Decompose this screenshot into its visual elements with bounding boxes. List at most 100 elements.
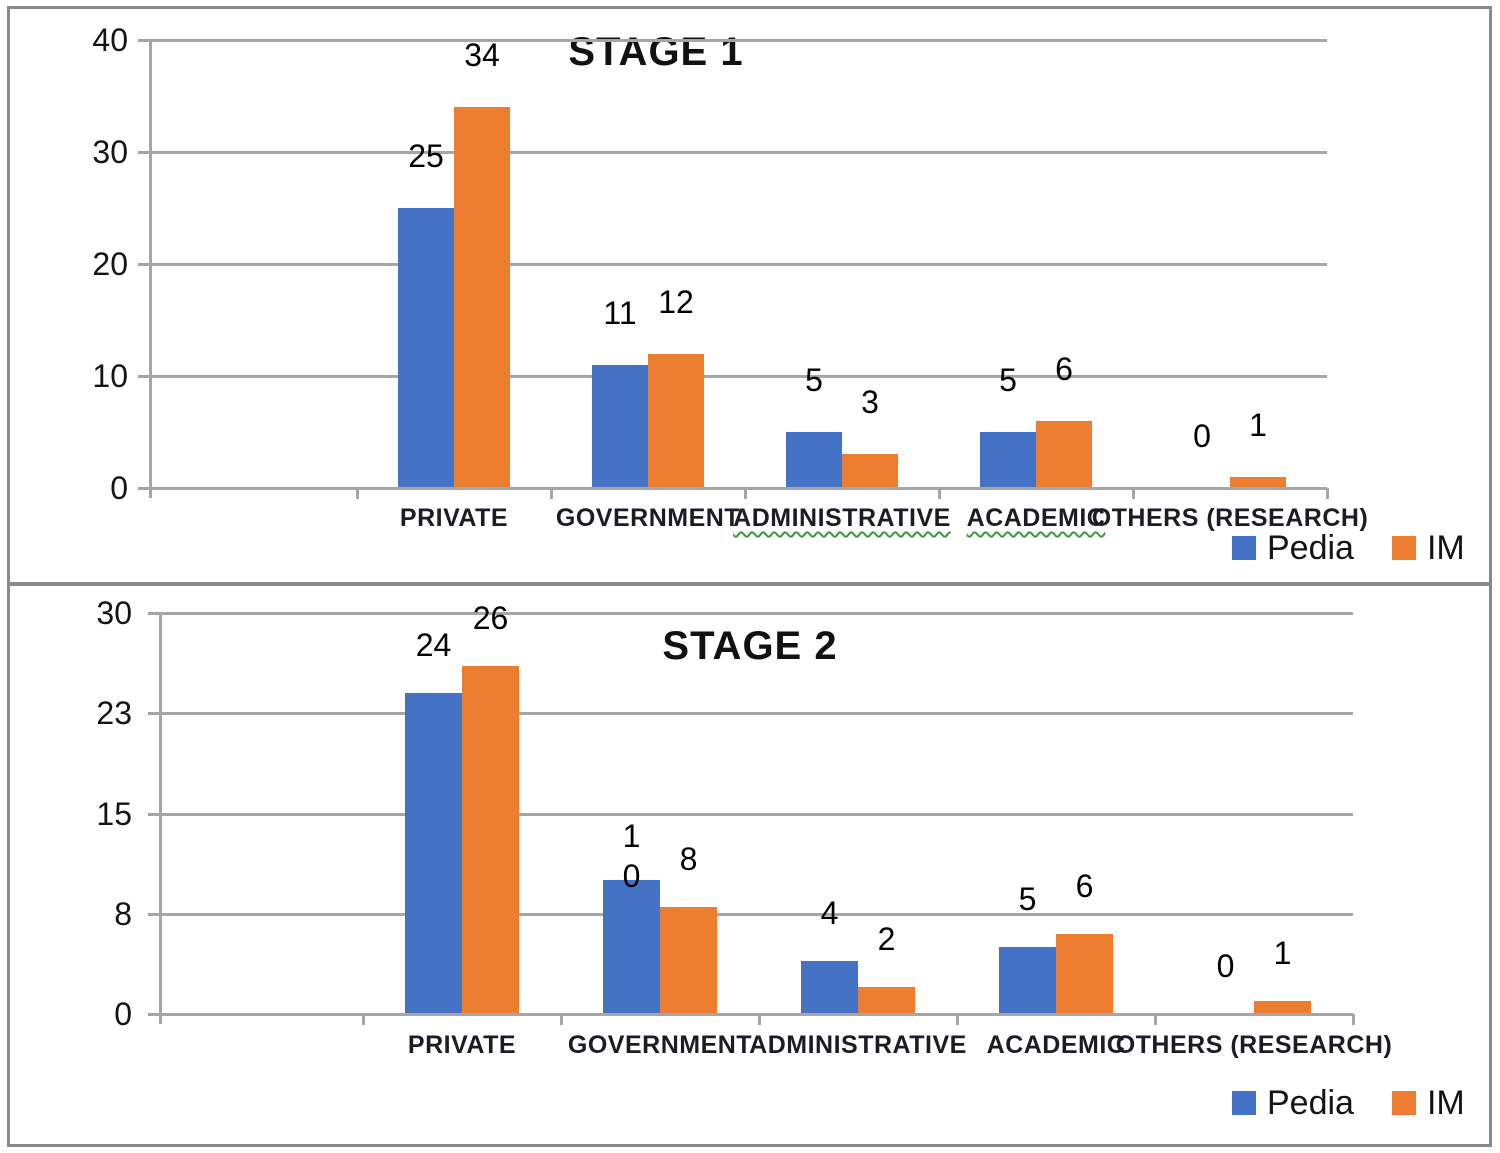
bar-pedia-private	[398, 208, 454, 488]
y-axis-label: 20	[92, 246, 128, 282]
bar-im-others-research-	[1254, 1001, 1311, 1014]
y-axis-label: 0	[110, 470, 128, 506]
x-axis-line	[150, 487, 1327, 490]
y-axis-tick	[148, 913, 160, 916]
stage1-title: STAGE 1	[568, 30, 744, 74]
data-label: 5	[1018, 881, 1037, 917]
y-axis-line	[159, 613, 162, 1024]
y-axis-label: 0	[114, 996, 132, 1032]
data-label: 0	[1193, 418, 1211, 454]
data-label: 34	[464, 37, 500, 73]
bar-im-private	[454, 107, 510, 488]
y-axis-label: 30	[96, 595, 132, 631]
y-axis-tick	[148, 813, 160, 816]
y-axis-line	[149, 40, 152, 498]
y-axis-tick	[148, 712, 160, 715]
x-axis-line	[160, 1013, 1353, 1016]
data-label: 5	[999, 362, 1017, 398]
data-label: 11	[603, 295, 637, 331]
x-axis-tick	[758, 1014, 761, 1025]
legend-label-pedia: Pedia	[1267, 529, 1354, 567]
y-axis-label: 30	[92, 134, 128, 170]
x-axis-tick	[956, 1014, 959, 1025]
bar-im-administrative	[842, 454, 898, 488]
data-label: 6	[1055, 351, 1073, 387]
y-axis-label: 15	[96, 796, 132, 832]
bar-im-private	[462, 666, 519, 1014]
panel-divider	[7, 582, 1492, 586]
stage1-legend: Pedia IM	[1232, 531, 1465, 565]
bar-pedia-administrative	[786, 432, 842, 488]
bar-pedia-academic	[999, 947, 1056, 1014]
category-label-others-research-: OTHERS (RESEARCH)	[1115, 1031, 1393, 1059]
y-axis-tick	[138, 263, 150, 266]
x-axis-tick	[362, 1014, 365, 1025]
category-label-administrative: ADMINISTRATIVE	[733, 504, 951, 532]
data-label: 1	[1273, 935, 1292, 971]
gridline	[160, 712, 1353, 715]
bar-im-government	[660, 907, 717, 1014]
category-label-others-research-: OTHERS (RESEARCH)	[1091, 504, 1369, 532]
x-axis-tick	[1326, 488, 1329, 499]
y-axis-label: 23	[96, 695, 132, 731]
data-label: 5	[805, 362, 823, 398]
x-axis-tick	[560, 1014, 563, 1025]
legend-swatch-pedia	[1232, 536, 1256, 560]
y-axis-tick	[138, 39, 150, 42]
stage2-title: STAGE 2	[662, 624, 838, 668]
bar-im-academic	[1036, 421, 1092, 488]
bar-pedia-administrative	[801, 961, 858, 1014]
bar-im-administrative	[858, 987, 915, 1014]
legend-label-im: IM	[1426, 529, 1465, 567]
category-label-government: GOVERNMENT	[567, 1031, 753, 1059]
bar-im-others-research-	[1230, 477, 1286, 488]
y-axis-tick	[138, 375, 150, 378]
legend-swatch-pedia	[1232, 1091, 1256, 1115]
category-label-academic: ACADEMIC	[986, 1031, 1126, 1059]
bar-pedia-government	[603, 880, 660, 1014]
legend-swatch-im	[1391, 1091, 1416, 1115]
outer-frame	[7, 6, 1492, 1147]
category-label-private: PRIVATE	[399, 504, 509, 532]
gridline	[150, 39, 1327, 42]
data-label: 6	[1075, 868, 1094, 904]
gridline	[150, 375, 1327, 378]
data-label: 24	[415, 627, 452, 663]
data-label: 26	[472, 600, 509, 636]
stage2-legend: Pedia IM	[1232, 1086, 1465, 1120]
x-axis-tick	[1132, 488, 1135, 499]
y-axis-tick	[138, 151, 150, 154]
gridline	[160, 913, 1353, 916]
bar-pedia-government	[592, 365, 648, 488]
x-axis-tick	[356, 488, 359, 499]
data-label: 12	[658, 284, 694, 320]
legend-swatch-im	[1391, 536, 1416, 560]
x-axis-tick	[744, 488, 747, 499]
data-label: 1 0	[622, 818, 641, 894]
legend-label-pedia: Pedia	[1267, 1084, 1354, 1122]
y-axis-label: 10	[92, 358, 128, 394]
gridline	[160, 813, 1353, 816]
x-axis-tick	[938, 488, 941, 499]
data-label: 0	[1216, 948, 1235, 984]
y-axis-label: 40	[92, 22, 128, 58]
data-label: 8	[679, 841, 698, 877]
bar-pedia-private	[405, 693, 462, 1014]
bar-im-government	[648, 354, 704, 488]
category-label-administrative: ADMINISTRATIVE	[749, 1031, 967, 1059]
bar-im-academic	[1056, 934, 1113, 1014]
category-label-private: PRIVATE	[407, 1031, 517, 1059]
gridline	[150, 263, 1327, 266]
category-label-academic: ACADEMIC	[966, 504, 1106, 532]
y-axis-tick	[138, 487, 150, 490]
data-label: 4	[820, 895, 839, 931]
legend-label-im: IM	[1426, 1084, 1465, 1122]
x-axis-tick	[550, 488, 553, 499]
bar-pedia-academic	[980, 432, 1036, 488]
data-label: 25	[408, 138, 444, 174]
y-axis-tick	[148, 612, 160, 615]
x-axis-tick	[1352, 1014, 1355, 1025]
data-label: 1	[1249, 407, 1267, 443]
y-axis-tick	[148, 1013, 160, 1016]
